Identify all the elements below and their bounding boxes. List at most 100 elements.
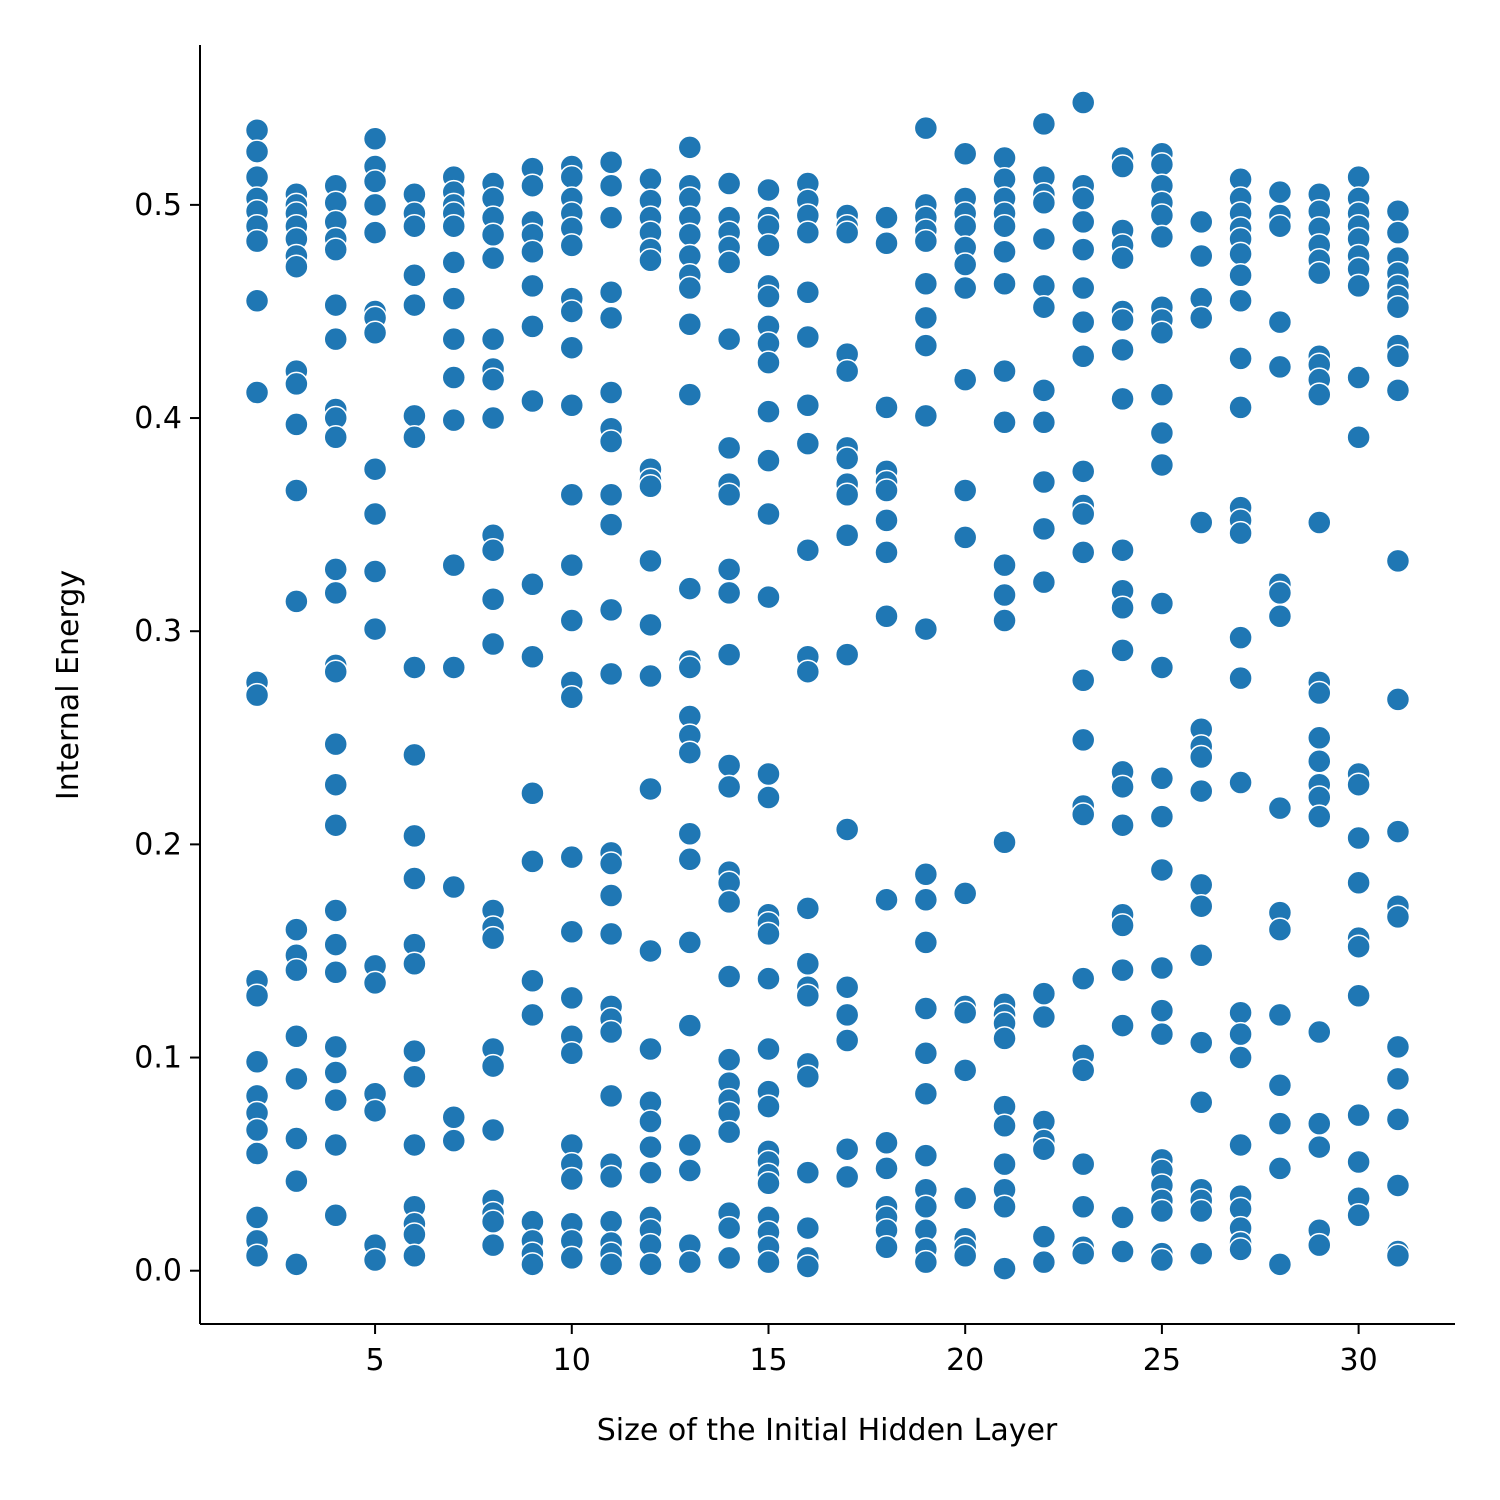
data-point (756, 1249, 781, 1275)
data-point (1267, 1252, 1293, 1277)
data-point (480, 631, 506, 657)
data-point (480, 925, 506, 951)
data-point (520, 849, 545, 874)
data-point (520, 388, 545, 414)
data-point (362, 616, 388, 642)
data-point (952, 213, 978, 239)
data-point (284, 957, 309, 983)
data-point (1110, 913, 1135, 938)
data-point (1149, 955, 1175, 981)
x-tick-label: 15 (749, 1343, 787, 1378)
data-point (1031, 516, 1057, 542)
data-point (1307, 680, 1332, 706)
data-point (834, 974, 860, 1000)
data-point (284, 478, 309, 503)
data-point (362, 970, 388, 996)
data-point (1385, 548, 1411, 574)
data-point (244, 164, 270, 190)
data-point (1149, 452, 1175, 478)
data-point (1385, 1173, 1411, 1198)
data-point (1149, 1198, 1175, 1224)
data-point (520, 1002, 545, 1028)
data-point (1031, 1004, 1057, 1030)
data-point (677, 847, 703, 872)
data-point (1070, 966, 1096, 991)
data-point (1070, 343, 1096, 369)
data-point (520, 1252, 545, 1277)
data-point (402, 1064, 427, 1089)
data-point (323, 557, 348, 582)
x-tick-label: 25 (1143, 1343, 1181, 1378)
data-point (992, 239, 1017, 265)
data-point (756, 177, 781, 203)
y-axis-label: Internal Energy (51, 570, 86, 800)
data-point (1149, 203, 1175, 228)
data-point (1307, 1111, 1332, 1136)
data-point (1228, 1045, 1253, 1070)
data-point (323, 237, 348, 262)
data-point (756, 966, 781, 991)
data-point (952, 1243, 978, 1269)
data-point (677, 222, 703, 247)
data-point (677, 275, 703, 301)
data-point (402, 951, 427, 976)
data-point (992, 1194, 1017, 1220)
x-tick-label: 10 (553, 1343, 591, 1378)
data-point (795, 951, 821, 976)
data-point (1070, 1151, 1096, 1177)
data-point (716, 580, 742, 606)
data-point (1228, 1237, 1253, 1262)
data-point (323, 731, 348, 757)
data-point (1110, 957, 1135, 983)
data-point (992, 1256, 1017, 1281)
data-point (913, 1081, 939, 1107)
data-point (323, 898, 348, 923)
data-point (1385, 220, 1411, 245)
data-point (1070, 237, 1096, 262)
data-point (716, 250, 742, 275)
data-point (559, 335, 585, 360)
data-point (756, 761, 781, 787)
data-point (323, 772, 348, 797)
data-point (1228, 665, 1253, 691)
data-point (952, 478, 978, 503)
data-point (284, 1126, 309, 1151)
data-point (1149, 766, 1175, 791)
data-point (756, 399, 781, 424)
data-point (1188, 744, 1214, 770)
data-point (480, 222, 506, 247)
data-point (598, 280, 624, 305)
data-point (913, 333, 939, 358)
data-point (559, 164, 585, 190)
data-point (1031, 226, 1057, 252)
data-point (1385, 687, 1411, 712)
data-point (992, 271, 1017, 296)
data-point (834, 1002, 860, 1028)
data-point (1228, 262, 1253, 288)
data-point (1188, 1090, 1214, 1115)
data-point (1307, 1134, 1332, 1160)
data-point (992, 608, 1017, 633)
data-point (992, 552, 1017, 578)
data-point (244, 1205, 270, 1230)
data-point (480, 1117, 506, 1143)
data-point (598, 205, 624, 230)
data-point (952, 141, 978, 166)
data-point (1267, 795, 1293, 821)
x-tick-label: 5 (366, 1343, 385, 1378)
data-point (323, 659, 348, 684)
data-point (520, 644, 545, 670)
data-point (834, 1028, 860, 1053)
data-point (677, 740, 703, 765)
data-point (1346, 1102, 1371, 1128)
data-point (1346, 983, 1371, 1008)
data-point (716, 753, 742, 778)
data-point (756, 921, 781, 947)
data-point (1188, 942, 1214, 968)
data-point (992, 1026, 1017, 1051)
data-point (1307, 510, 1332, 535)
data-point (402, 403, 427, 429)
data-point (244, 1049, 270, 1075)
y-tick-label: 0.5 (134, 188, 182, 223)
data-point (323, 1060, 348, 1085)
